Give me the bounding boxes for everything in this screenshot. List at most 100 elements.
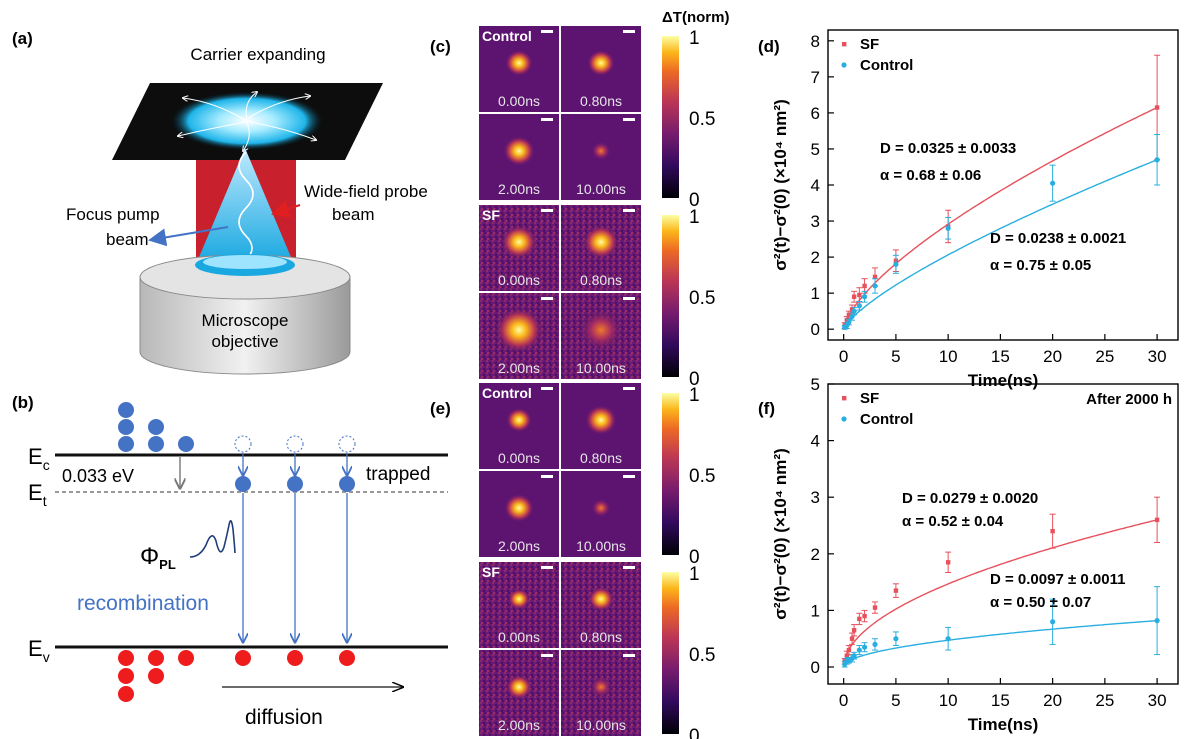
- hole: [287, 650, 303, 666]
- signal-spot: [506, 407, 532, 433]
- probe-label-2: beam: [332, 205, 375, 224]
- data-point: [844, 653, 850, 658]
- scale-bar: [623, 475, 635, 478]
- y-axis-label: σ²(t)−σ²(0) (×10⁴ nm²): [771, 448, 790, 619]
- data-point: [851, 628, 857, 633]
- x-tick-label: 5: [891, 347, 900, 366]
- scale-bar: [541, 475, 553, 478]
- colorbar-tick-label: 0.5: [689, 645, 715, 666]
- fit-annotation-control-d: D = 0.0238 ± 0.0021: [990, 230, 1126, 247]
- signal-spot: [504, 493, 534, 523]
- hole: [235, 650, 251, 666]
- fit-annotation-sf-alpha: α = 0.52 ± 0.04: [902, 513, 1004, 530]
- probe-arrow: [271, 200, 301, 218]
- x-tick-label: 10: [939, 691, 958, 710]
- image-block-control: 0.00ns Control 0.80ns 2.00ns 10.00ns 1 0.5 0: [479, 26, 715, 211]
- pump-cone: [197, 148, 293, 262]
- signal-spot: [579, 309, 623, 351]
- empty-states: [234, 435, 356, 453]
- colorbar-title: ΔT(norm): [662, 9, 729, 26]
- time-label: 0.00ns: [498, 93, 540, 109]
- colorbar: [662, 572, 679, 734]
- x-tick-label: 25: [1095, 347, 1114, 366]
- data-point: [849, 307, 855, 312]
- data-point: [872, 283, 878, 289]
- y-axis-label: σ²(t)−σ²(0) (×10⁴ nm²): [771, 99, 790, 270]
- colorbar-tick-label: 0.5: [689, 109, 715, 130]
- panel-f-chart: (f) After 2000 h 0 5 10 15 20 25 30 0 1 2 3 4 5 Time(…: [758, 375, 1179, 734]
- colorbar-tick-label: 0: [689, 369, 700, 390]
- pump-label-1: Focus pump: [66, 205, 160, 224]
- data-point: [872, 274, 878, 280]
- colorbar: [662, 393, 679, 555]
- time-label: 2.00ns: [498, 360, 540, 376]
- empty-state: [234, 435, 252, 453]
- data-point: [846, 312, 852, 317]
- scale-bar: [541, 209, 553, 212]
- image-tile: 2.00ns: [479, 114, 559, 200]
- y-tick-label: 7: [811, 68, 820, 87]
- legend-marker: [842, 396, 847, 401]
- scale-bar: [541, 387, 553, 390]
- scale-bar: [541, 654, 553, 657]
- time-label: 0.80ns: [580, 450, 622, 466]
- electron: [118, 419, 134, 435]
- group-label: Control: [482, 385, 532, 401]
- time-label: 0.80ns: [580, 272, 622, 288]
- panel-b-label: (b): [12, 393, 34, 412]
- data-point: [945, 636, 951, 642]
- signal-spot: [587, 49, 615, 77]
- x-axis-label: Time(ns): [968, 371, 1039, 390]
- legend-label: Control: [860, 411, 913, 428]
- hole: [118, 668, 134, 684]
- objective-label-2: objective: [211, 332, 278, 351]
- time-label: 0.00ns: [498, 272, 540, 288]
- trap-arrows: [243, 453, 347, 475]
- ev-label: Ev: [28, 636, 50, 665]
- colorbar-tick-label: 0: [689, 547, 700, 568]
- x-tick-label: 20: [1043, 691, 1062, 710]
- electron: [148, 436, 164, 452]
- colorbar-tick-label: 0.5: [689, 466, 715, 487]
- image-block-sf: 0.00ns SF 0.80ns 2.00ns 10.00ns 1 0.5 0: [479, 205, 715, 390]
- data-point: [945, 560, 951, 565]
- y-tick-label: 5: [811, 140, 820, 159]
- pump-wave: [238, 151, 254, 261]
- colorbar-tick-label: 1: [689, 207, 700, 228]
- image-tile: 0.00ns Control: [479, 26, 559, 112]
- data-point: [893, 588, 899, 593]
- image-tile: 2.00ns: [479, 650, 559, 736]
- signal-spot: [590, 676, 612, 698]
- hole: [339, 650, 355, 666]
- data-point: [849, 636, 855, 641]
- pl-wave: [189, 520, 236, 558]
- carrier-expanding-label: Carrier expanding: [190, 45, 325, 64]
- image-block-sf: 0.00ns SF 0.80ns 2.00ns 10.00ns 1 0.5 0: [479, 562, 715, 739]
- data-point: [1050, 528, 1055, 534]
- panel-e-label: (e): [430, 399, 451, 418]
- hole: [118, 650, 134, 666]
- scale-bar: [623, 297, 635, 300]
- hole: [178, 650, 194, 666]
- x-tick-label: 15: [991, 347, 1010, 366]
- y-tick-label: 1: [811, 284, 820, 303]
- fit-curve: [843, 519, 1158, 665]
- data-point: [846, 319, 852, 325]
- data-point: [856, 647, 862, 653]
- y-tick-label: 5: [811, 375, 820, 394]
- colorbar: [662, 36, 679, 198]
- fit-annotation-control-d: D = 0.0097 ± 0.0011: [990, 571, 1125, 588]
- image-grids: (c) (e) ΔT(norm) 0.00ns Control 0.80ns 2.00…: [430, 9, 729, 739]
- time-label: 10.00ns: [576, 181, 626, 197]
- time-label: 2.00ns: [498, 538, 540, 554]
- y-tick-label: 3: [811, 212, 820, 231]
- panel-a-label: (a): [12, 29, 33, 48]
- x-axis-label: Time(ns): [968, 715, 1039, 734]
- objective-lens-highlight: [203, 255, 287, 269]
- fit-annotation-sf-d: D = 0.0279 ± 0.0020: [902, 490, 1038, 507]
- time-label: 0.00ns: [498, 450, 540, 466]
- y-tick-label: 8: [811, 32, 820, 51]
- scale-bar: [623, 654, 635, 657]
- recombination-label: recombination: [77, 592, 209, 615]
- time-label: 0.00ns: [498, 629, 540, 645]
